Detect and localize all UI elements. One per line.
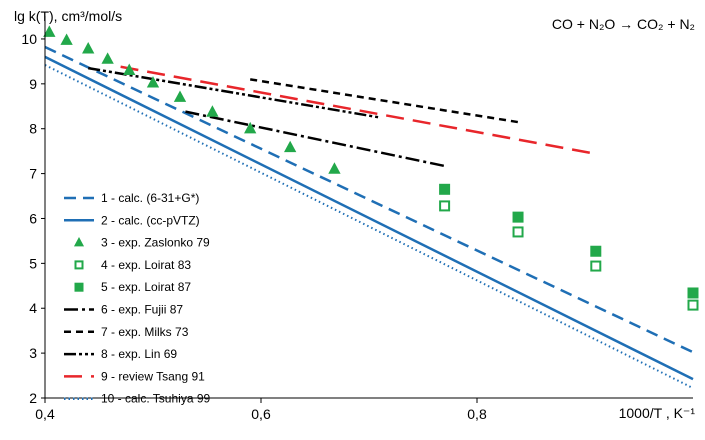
- legend-label-4: 4 - exp. Loirat 83: [101, 258, 191, 272]
- legend-label-3: 3 - exp. Zaslonko 79: [101, 236, 210, 250]
- x-tick-label: 0,4: [35, 406, 55, 422]
- legend-label-7: 7 - exp. Milks 73: [101, 325, 189, 339]
- y-tick-label: 8: [29, 121, 37, 137]
- data-point-series-3: [43, 25, 56, 37]
- legend-label-5: 5 - exp. Loirat 87: [101, 280, 191, 294]
- y-tick-label: 4: [29, 300, 37, 316]
- legend-swatch-4: [74, 260, 84, 270]
- data-point-series-5: [590, 245, 602, 257]
- legend-label-8: 8 - exp. Lin 69: [101, 347, 177, 361]
- data-point-series-3: [123, 63, 136, 75]
- y-tick-label: 6: [29, 210, 37, 226]
- data-point-series-5: [439, 183, 451, 195]
- series-line-1: [44, 45, 694, 354]
- legend-swatch-5: [74, 282, 84, 292]
- legend-label-1: 1 - calc. (6-31+G*): [101, 191, 199, 205]
- data-point-series-4: [687, 299, 699, 311]
- data-point-series-4: [512, 226, 524, 238]
- legend-label-9: 9 - review Tsang 91: [101, 369, 205, 383]
- series-line-6: [185, 110, 445, 168]
- data-point-series-3: [206, 105, 219, 117]
- y-tick-label: 10: [21, 31, 37, 47]
- data-point-series-3: [244, 121, 257, 134]
- series-line-9: [120, 65, 597, 156]
- legend-label-2: 2 - calc. (cc-pVTZ): [101, 213, 200, 227]
- data-point-series-3: [173, 90, 187, 102]
- data-point-series-5: [687, 287, 699, 299]
- series-line-8: [87, 66, 381, 119]
- series-line-2: [44, 55, 694, 381]
- data-point-series-5: [512, 211, 524, 223]
- data-point-series-4: [590, 260, 602, 272]
- data-point-series-3: [146, 76, 160, 88]
- series-line-10: [44, 64, 694, 390]
- chart-title: CO + N₂O → CO₂ + N₂: [552, 16, 695, 32]
- y-tick-label: 2: [29, 390, 37, 406]
- legend-label-6: 6 - exp. Fujii 87: [101, 303, 183, 317]
- x-axis-label: 1000/T , K⁻¹: [619, 405, 696, 421]
- data-point-series-3: [101, 52, 114, 64]
- data-point-series-3: [82, 42, 95, 54]
- x-tick-label: 0,6: [251, 406, 271, 422]
- data-point-series-3: [60, 33, 73, 45]
- data-point-series-4: [439, 200, 451, 212]
- legend-label-10: 10 - calc. Tsuhiya 99: [101, 392, 210, 406]
- x-tick-label: 0,8: [467, 406, 487, 422]
- y-axis-label: lg k(T), cm³/mol/s: [14, 8, 122, 24]
- y-tick-label: 9: [29, 76, 37, 92]
- data-point-series-3: [284, 140, 297, 153]
- legend-swatch-3: [73, 237, 85, 247]
- y-tick-label: 7: [29, 166, 37, 182]
- series-line-7: [250, 78, 521, 124]
- data-point-series-3: [328, 162, 341, 174]
- y-tick-label: 5: [29, 255, 37, 271]
- y-tick-label: 3: [29, 345, 37, 361]
